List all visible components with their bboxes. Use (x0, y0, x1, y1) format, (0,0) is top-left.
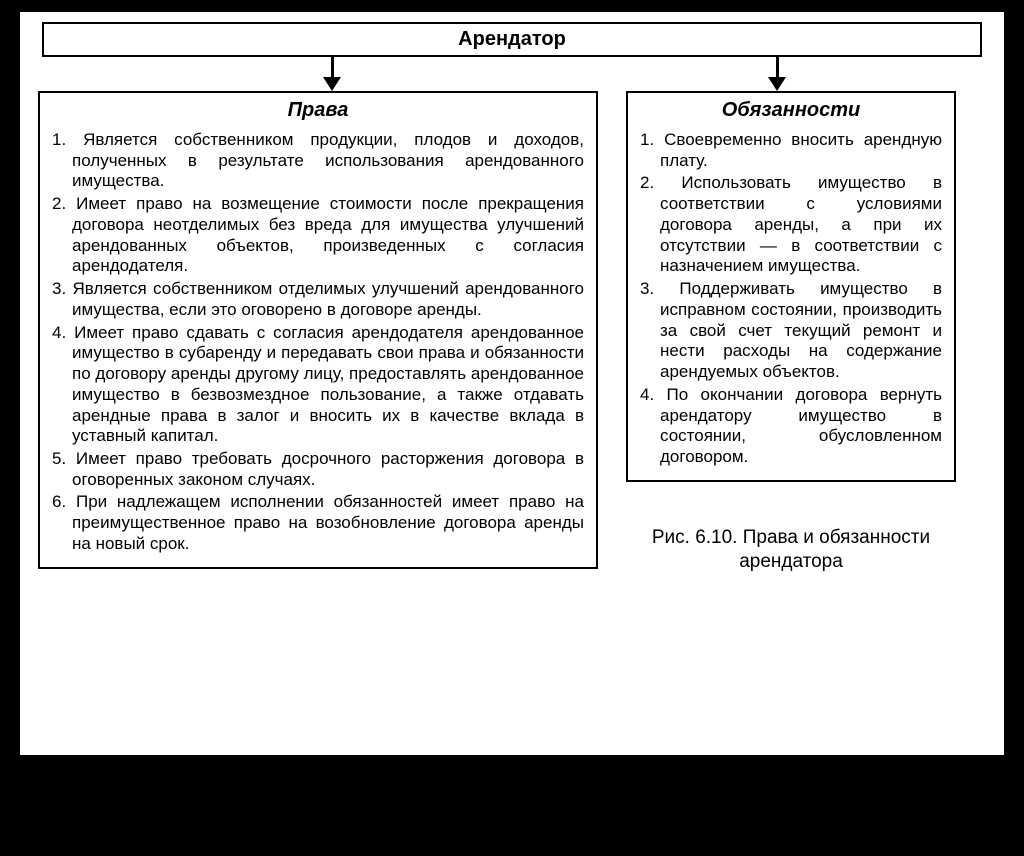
arrows-row (38, 57, 986, 91)
rights-title: Права (52, 99, 584, 122)
rights-list: Является собственником продукции, плодов… (52, 130, 584, 555)
diagram-canvas: Арендатор Права Является собственником п… (20, 12, 1004, 755)
list-item: Поддерживать имущество в исправном состо… (640, 279, 942, 383)
list-item: Имеет право на возмещение стоимости посл… (52, 194, 584, 277)
list-item: Имеет право требовать досрочного расторж… (52, 449, 584, 490)
list-item: Своевременно вносить арендную плату. (640, 130, 942, 171)
header-title: Арендатор (458, 28, 566, 50)
rights-box: Права Является собственником продукции, … (38, 91, 598, 569)
figure-caption: Рис. 6.10. Права и обязанности арендатор… (626, 526, 956, 856)
duties-list: Своевременно вносить арендную плату. Исп… (640, 130, 942, 468)
list-item: Является собственником отделимых улучшен… (52, 279, 584, 320)
list-item: При надлежащем исполнении обязанностей и… (52, 492, 584, 554)
columns: Права Является собственником продукции, … (38, 91, 986, 856)
header-box: Арендатор (42, 22, 982, 57)
right-stack: Обязанности Своевременно вносить арендну… (626, 91, 956, 856)
list-item: Использовать имущество в соответствии с … (640, 173, 942, 277)
duties-title: Обязанности (640, 99, 942, 122)
list-item: Имеет право сдавать с согласия арендодат… (52, 323, 584, 447)
list-item: По окончании договора вернуть арендатору… (640, 385, 942, 468)
list-item: Является собственником продукции, плодов… (52, 130, 584, 192)
duties-box: Обязанности Своевременно вносить арендну… (626, 91, 956, 482)
